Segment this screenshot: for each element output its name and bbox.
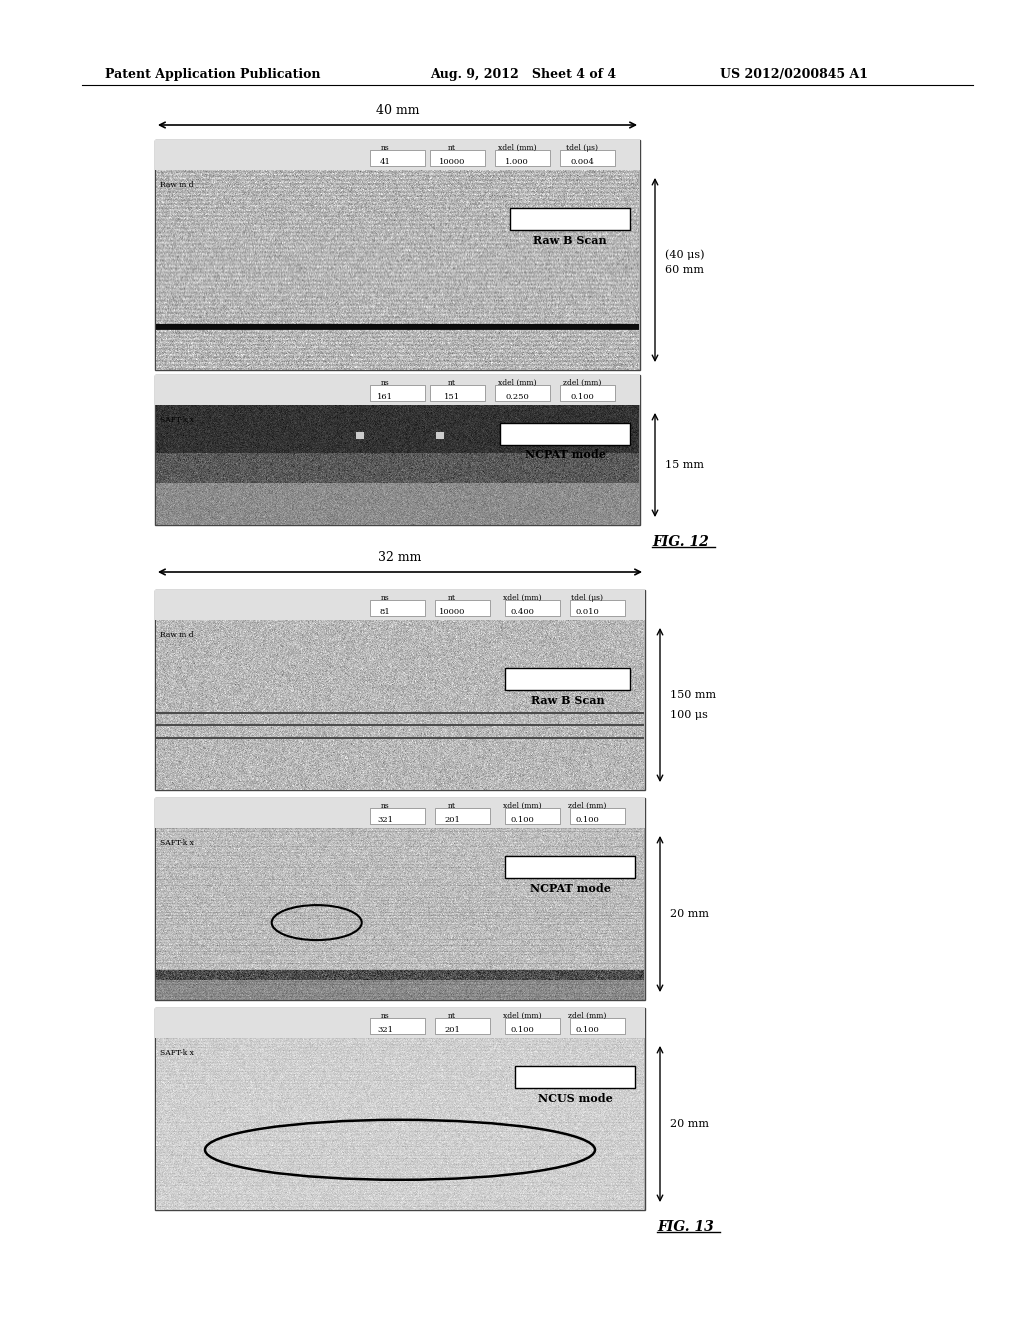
- Bar: [435, 808, 490, 824]
- Text: NCPAT mode: NCPAT mode: [524, 450, 605, 461]
- Text: 1.000: 1.000: [505, 158, 528, 166]
- Bar: [370, 601, 425, 616]
- Bar: [155, 375, 640, 525]
- Bar: [435, 601, 490, 616]
- Bar: [155, 375, 640, 405]
- Text: Aug. 9, 2012   Sheet 4 of 4: Aug. 9, 2012 Sheet 4 of 4: [430, 69, 616, 81]
- Text: 0.100: 0.100: [510, 816, 534, 824]
- Text: 15 mm: 15 mm: [665, 459, 705, 470]
- Text: NCUS mode: NCUS mode: [538, 1093, 612, 1105]
- Text: NCPAT mode: NCPAT mode: [529, 883, 610, 895]
- Bar: [495, 150, 550, 166]
- Text: ns: ns: [381, 144, 389, 152]
- Text: nt: nt: [449, 144, 456, 152]
- Bar: [430, 150, 485, 166]
- Text: Raw B Scan: Raw B Scan: [534, 235, 607, 246]
- Text: SAFT-k x: SAFT-k x: [160, 416, 194, 424]
- Bar: [560, 385, 615, 401]
- Text: 32 mm: 32 mm: [378, 550, 422, 564]
- Bar: [505, 668, 630, 690]
- Bar: [155, 140, 640, 170]
- Text: zdel (mm): zdel (mm): [563, 379, 601, 387]
- Bar: [155, 590, 645, 789]
- Text: 60 mm: 60 mm: [665, 265, 705, 275]
- Bar: [495, 385, 550, 401]
- Text: zdel (mm): zdel (mm): [568, 1012, 606, 1020]
- Text: SAFT-k x: SAFT-k x: [160, 1049, 194, 1057]
- Bar: [155, 799, 645, 828]
- Bar: [500, 422, 630, 445]
- Text: 201: 201: [444, 1026, 460, 1034]
- Text: xdel (mm): xdel (mm): [503, 594, 542, 602]
- Bar: [570, 1018, 625, 1034]
- Bar: [570, 601, 625, 616]
- Text: SAFT-k x: SAFT-k x: [160, 840, 194, 847]
- Bar: [505, 601, 560, 616]
- Text: 0.400: 0.400: [510, 609, 534, 616]
- Text: 0.100: 0.100: [575, 1026, 599, 1034]
- Text: 321: 321: [377, 1026, 393, 1034]
- Text: ns: ns: [381, 1012, 389, 1020]
- Bar: [155, 590, 645, 620]
- Text: 20 mm: 20 mm: [670, 909, 709, 919]
- Text: 150 mm: 150 mm: [670, 690, 716, 700]
- Text: nt: nt: [449, 379, 456, 387]
- Text: 321: 321: [377, 816, 393, 824]
- Bar: [370, 150, 425, 166]
- Text: 20 mm: 20 mm: [670, 1119, 709, 1129]
- Text: 0.100: 0.100: [575, 816, 599, 824]
- Bar: [430, 385, 485, 401]
- Bar: [155, 1008, 645, 1210]
- Text: 41: 41: [380, 158, 390, 166]
- Text: 10000: 10000: [439, 609, 465, 616]
- Text: ns: ns: [381, 803, 389, 810]
- Text: FIG. 12: FIG. 12: [652, 535, 709, 549]
- Text: 0.010: 0.010: [575, 609, 599, 616]
- Bar: [505, 808, 560, 824]
- Text: 100 μs: 100 μs: [670, 710, 708, 719]
- Text: 0.250: 0.250: [505, 393, 528, 401]
- Text: 201: 201: [444, 816, 460, 824]
- Text: Patent Application Publication: Patent Application Publication: [105, 69, 321, 81]
- Text: US 2012/0200845 A1: US 2012/0200845 A1: [720, 69, 868, 81]
- Text: nt: nt: [449, 803, 456, 810]
- Text: Raw B Scan: Raw B Scan: [531, 696, 605, 706]
- Text: ns: ns: [381, 594, 389, 602]
- Text: tdel (μs): tdel (μs): [571, 594, 603, 602]
- Text: Raw m d: Raw m d: [160, 181, 194, 189]
- Text: xdel (mm): xdel (mm): [503, 803, 542, 810]
- Text: tdel (μs): tdel (μs): [566, 144, 598, 152]
- Text: nt: nt: [449, 594, 456, 602]
- Bar: [560, 150, 615, 166]
- Text: 151: 151: [444, 393, 460, 401]
- Text: 81: 81: [380, 609, 390, 616]
- Bar: [155, 140, 640, 370]
- Text: FIG. 13: FIG. 13: [657, 1220, 714, 1234]
- Text: xdel (mm): xdel (mm): [498, 379, 537, 387]
- Bar: [370, 385, 425, 401]
- Bar: [370, 808, 425, 824]
- Text: Raw m d: Raw m d: [160, 631, 194, 639]
- Text: nt: nt: [449, 1012, 456, 1020]
- Bar: [570, 808, 625, 824]
- Bar: [155, 1008, 645, 1038]
- Bar: [510, 209, 630, 230]
- Text: (40 μs): (40 μs): [665, 249, 705, 260]
- Bar: [155, 799, 645, 1001]
- Bar: [435, 1018, 490, 1034]
- Text: 0.100: 0.100: [510, 1026, 534, 1034]
- Text: 0.100: 0.100: [570, 393, 594, 401]
- Bar: [505, 855, 635, 878]
- Bar: [515, 1067, 635, 1088]
- Text: xdel (mm): xdel (mm): [498, 144, 537, 152]
- Text: 0.004: 0.004: [570, 158, 594, 166]
- Bar: [370, 1018, 425, 1034]
- Text: zdel (mm): zdel (mm): [568, 803, 606, 810]
- Bar: [505, 1018, 560, 1034]
- Text: ns: ns: [381, 379, 389, 387]
- Text: 40 mm: 40 mm: [376, 104, 419, 117]
- Text: 10000: 10000: [439, 158, 465, 166]
- Text: xdel (mm): xdel (mm): [503, 1012, 542, 1020]
- Text: 161: 161: [377, 393, 393, 401]
